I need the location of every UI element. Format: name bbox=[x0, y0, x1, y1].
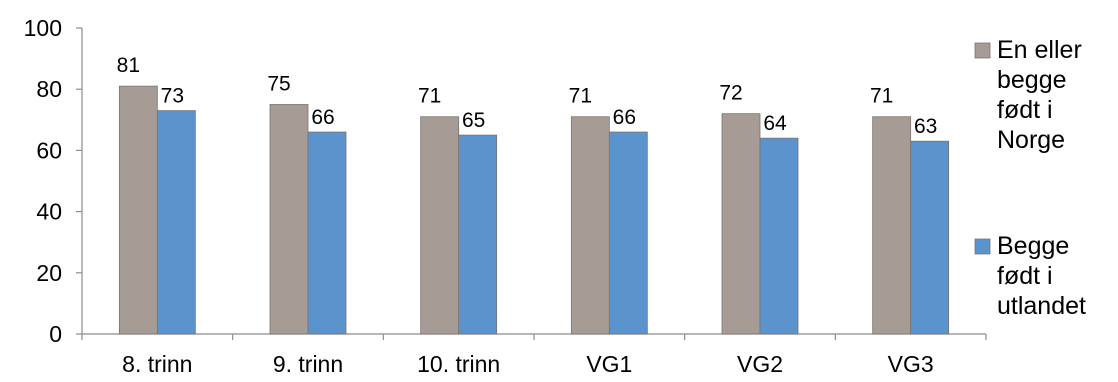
y-tick-label: 40 bbox=[36, 199, 62, 225]
legend-label: født i bbox=[997, 262, 1053, 290]
data-label: 66 bbox=[613, 106, 636, 129]
bar-series-2 bbox=[307, 131, 347, 335]
legend-label: begge bbox=[997, 66, 1067, 94]
bar-series-1 bbox=[118, 85, 158, 335]
legend-swatch-2 bbox=[974, 238, 991, 255]
data-label: 65 bbox=[462, 109, 485, 132]
data-labels: 81 73 75 66 71 65 71 66 72 64 71 63 bbox=[117, 54, 938, 138]
data-label: 75 bbox=[267, 73, 290, 96]
data-label: 66 bbox=[311, 106, 334, 129]
bar-series-1 bbox=[570, 116, 610, 335]
bar-series-1 bbox=[269, 104, 309, 335]
category-label: 10. trinn bbox=[417, 351, 500, 377]
bar-series-2 bbox=[156, 110, 196, 335]
category-label: 9. trinn bbox=[273, 351, 343, 377]
y-axis: 0 20 40 60 80 100 bbox=[24, 15, 83, 347]
data-label: 71 bbox=[569, 85, 592, 108]
y-tick-label: 0 bbox=[49, 321, 62, 347]
legend-label: utlandet bbox=[997, 292, 1086, 320]
category-label: VG1 bbox=[586, 351, 632, 377]
y-tick-label: 80 bbox=[36, 76, 62, 102]
data-label: 71 bbox=[870, 85, 893, 108]
legend-swatch-1 bbox=[974, 42, 991, 59]
data-label: 73 bbox=[161, 85, 184, 108]
bar-series-1 bbox=[721, 113, 761, 335]
x-axis: 8. trinn 9. trinn 10. trinn VG1 VG2 VG3 bbox=[81, 333, 987, 377]
category-label: VG2 bbox=[737, 351, 783, 377]
data-label: 63 bbox=[914, 115, 937, 138]
category-label: VG3 bbox=[888, 351, 934, 377]
bar-series-2 bbox=[458, 134, 498, 335]
data-label: 71 bbox=[418, 85, 441, 108]
legend-label: Begge bbox=[997, 232, 1069, 260]
data-label: 81 bbox=[117, 54, 140, 77]
legend-label: Norge bbox=[997, 126, 1065, 154]
legend-label: født i bbox=[997, 96, 1053, 124]
bar-series-1 bbox=[420, 116, 460, 335]
y-tick-label: 60 bbox=[36, 137, 62, 163]
bar-series-2 bbox=[910, 140, 950, 335]
bar-series-2 bbox=[759, 137, 799, 335]
bar-series-1 bbox=[872, 116, 912, 335]
legend-label: En eller bbox=[997, 36, 1082, 64]
y-tick-label: 20 bbox=[36, 260, 62, 286]
bar-series-2 bbox=[608, 131, 648, 335]
category-label: 8. trinn bbox=[122, 351, 192, 377]
y-tick-label: 100 bbox=[24, 15, 62, 41]
data-label: 64 bbox=[763, 112, 787, 135]
data-label: 72 bbox=[719, 82, 742, 105]
bar-series bbox=[118, 85, 950, 335]
